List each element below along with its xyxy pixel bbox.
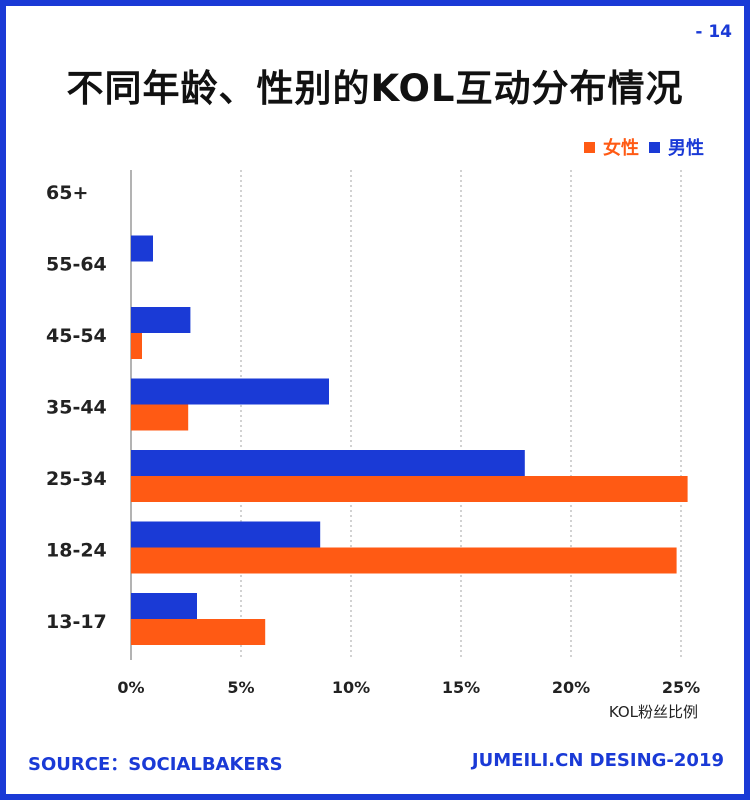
bar-female (131, 333, 142, 359)
x-tick-label: 15% (442, 678, 480, 697)
bar-male (131, 593, 197, 619)
bar-female (131, 404, 189, 431)
legend-swatch-female (584, 141, 595, 153)
x-tick-label: 25% (662, 678, 700, 697)
bar-male (131, 378, 329, 405)
x-tick-label: 20% (552, 678, 590, 697)
x-tick-label: 10% (332, 678, 370, 697)
page-number: - 14 (695, 22, 732, 42)
bar-female (131, 619, 266, 645)
legend-label-male: 男性 (668, 138, 704, 159)
bar-male (131, 521, 321, 548)
y-category-label: 65+ (46, 182, 88, 204)
legend-item-male: 男性 (649, 134, 704, 160)
legend-item-female: 女性 (584, 134, 639, 160)
bar-male (131, 235, 153, 262)
x-axis-label: KOL粉丝比例 (609, 703, 698, 721)
y-category-label: 18-24 (46, 540, 107, 562)
footer-source: SOURCE：SOCIALBAKERS (28, 754, 283, 775)
footer-credit: JUMEILI.CN DESING-2019 (471, 750, 724, 771)
y-category-label: 45-54 (46, 325, 107, 347)
legend-swatch-male (649, 141, 660, 153)
x-tick-label: 5% (227, 678, 254, 697)
y-category-label: 13-17 (46, 611, 107, 633)
bar-male (131, 307, 191, 333)
chart-title: 不同年龄、性别的KOL互动分布情况 (66, 67, 684, 110)
bar-female (131, 547, 677, 574)
chart-legend: 女性 男性 (584, 134, 704, 160)
legend-label-female: 女性 (603, 138, 639, 159)
y-category-label: 25-34 (46, 468, 107, 490)
bar-female (131, 476, 688, 502)
y-category-label: 35-44 (46, 397, 107, 419)
x-tick-label: 0% (117, 678, 144, 697)
y-category-label: 55-64 (46, 254, 107, 276)
bar-male (131, 450, 525, 476)
